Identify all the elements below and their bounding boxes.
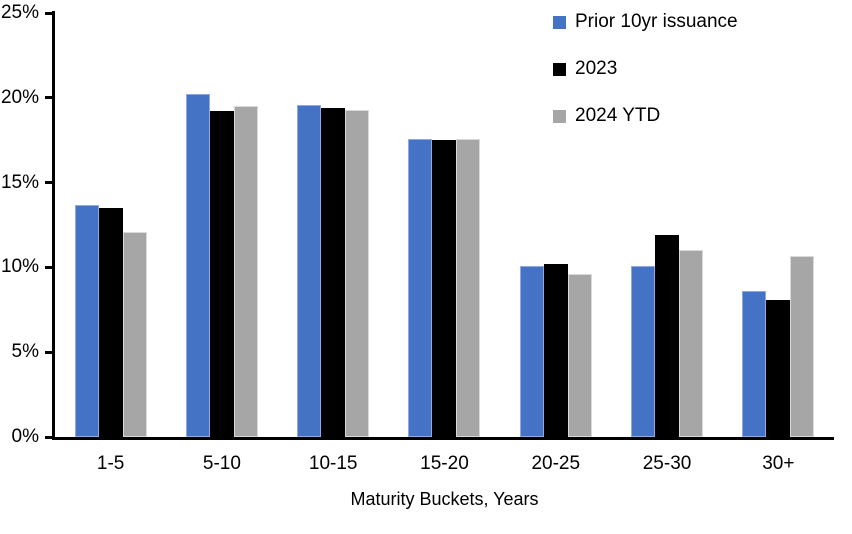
bar-2023-10-15 xyxy=(321,107,346,437)
legend-item: 2024 YTD xyxy=(553,104,738,128)
x-tick-label: 5-10 xyxy=(202,453,241,474)
x-axis-title: Maturity Buckets, Years xyxy=(350,489,539,509)
x-axis-tick-labels: 1-5 5-10 10-15 15-20 20-25 25-30 30+ xyxy=(55,453,834,475)
x-tick-label: 20-25 xyxy=(531,453,581,474)
y-tick-label: 15% xyxy=(0,171,39,193)
bar-prior-10yr-issuance-5-10 xyxy=(185,94,210,437)
y-tick-label: 20% xyxy=(0,86,39,108)
bar-2024-ytd-25-30 xyxy=(679,250,704,437)
legend-label: 2024 YTD xyxy=(575,105,661,126)
bar-prior-10yr-issuance-1-5 xyxy=(74,204,99,437)
bar-prior-10yr-issuance-25-30 xyxy=(631,265,656,437)
y-tick-label: 10% xyxy=(0,256,39,278)
bar-2024-ytd-20-25 xyxy=(567,274,592,437)
x-tick-label: 10-15 xyxy=(308,453,358,474)
bar-group-25-30 xyxy=(611,13,722,437)
legend-label: 2023 xyxy=(575,58,618,79)
y-tick-label: 25% xyxy=(0,2,39,23)
bar-2024-ytd-5-10 xyxy=(233,106,258,437)
x-tick-label: 25-30 xyxy=(642,453,692,474)
bar-2023-1-5 xyxy=(98,208,123,437)
bar-2024-ytd-10-15 xyxy=(345,109,370,437)
bar-group-5-10 xyxy=(166,13,277,437)
bar-prior-10yr-issuance-30+ xyxy=(742,291,767,437)
bar-prior-10yr-issuance-10-15 xyxy=(297,104,322,437)
x-axis-line xyxy=(52,437,834,440)
plot-area xyxy=(55,13,834,437)
legend-item: Prior 10yr issuance xyxy=(553,10,738,34)
bar-2023-20-25 xyxy=(543,264,568,437)
bar-group-10-15 xyxy=(278,13,389,437)
y-tick-mark xyxy=(45,350,52,354)
bar-2023-25-30 xyxy=(655,235,680,437)
bar-prior-10yr-issuance-15-20 xyxy=(408,138,433,437)
y-tick-label: 0% xyxy=(11,426,39,447)
x-tick-label: 1-5 xyxy=(96,453,125,474)
bar-group-30+ xyxy=(723,13,834,437)
bar-group-20-25 xyxy=(500,13,611,437)
x-tick-label: 30+ xyxy=(762,453,795,474)
legend-swatch-icon xyxy=(553,15,566,29)
y-axis-line xyxy=(52,11,55,440)
bar-2023-30+ xyxy=(766,299,791,437)
legend-item: 2023 xyxy=(553,57,738,81)
bar-2024-ytd-1-5 xyxy=(122,231,147,437)
y-tick-mark xyxy=(45,11,52,15)
bar-2023-15-20 xyxy=(432,140,457,437)
y-tick-mark xyxy=(45,435,52,439)
legend-swatch-icon xyxy=(553,62,566,76)
bar-2024-ytd-15-20 xyxy=(456,138,481,437)
y-tick-mark xyxy=(45,265,52,269)
x-tick-label: 15-20 xyxy=(420,453,469,474)
y-tick-mark xyxy=(45,96,52,100)
bar-group-15-20 xyxy=(389,13,500,437)
legend-label: Prior 10yr issuance xyxy=(575,11,738,32)
y-tick-mark xyxy=(45,181,52,185)
bar-group-1-5 xyxy=(55,13,166,437)
legend-swatch-icon xyxy=(553,109,566,123)
y-tick-label: 5% xyxy=(11,341,39,363)
bar-2024-ytd-30+ xyxy=(790,255,815,437)
bar-prior-10yr-issuance-20-25 xyxy=(519,265,544,437)
legend: Prior 10yr issuance 2023 2024 YTD xyxy=(553,10,738,151)
bar-2023-5-10 xyxy=(209,111,234,437)
